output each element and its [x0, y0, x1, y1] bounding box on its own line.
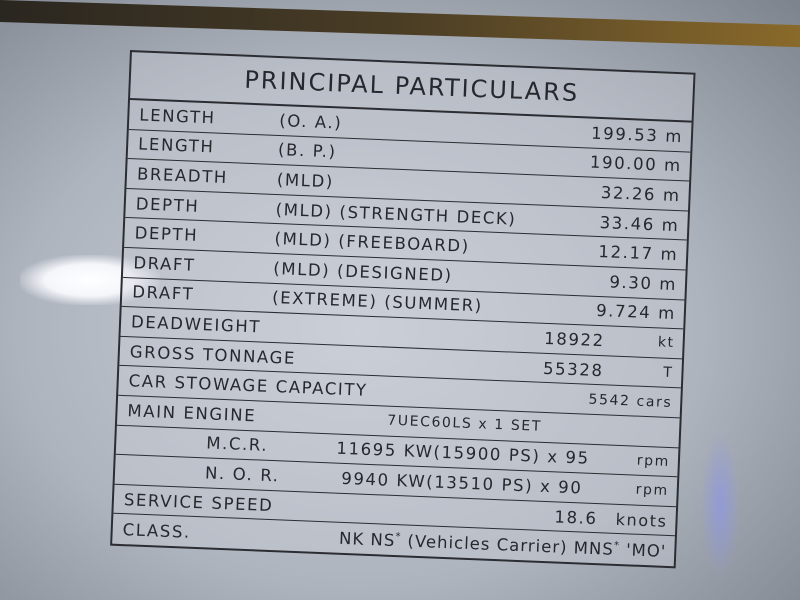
row-label: DRAFT [131, 282, 195, 305]
row-label: LENGTH [139, 105, 216, 128]
row-value: 9.30 m [609, 272, 678, 294]
row-unit: rpm [636, 452, 671, 470]
row-label: N. O. R. [204, 463, 280, 486]
class-sup: * [613, 539, 621, 552]
frame-top [0, 0, 800, 48]
row-label: M.C.R. [205, 433, 269, 456]
class-part: (Vehicles Carrier) MNS [407, 531, 615, 559]
row-value: 7UEC60LS x 1 SET [387, 412, 543, 436]
row-unit: knots [615, 509, 668, 531]
row-label: DEPTH [135, 193, 200, 216]
row-label: DRAFT [133, 253, 196, 275]
row-label: LENGTH [137, 134, 215, 157]
row-value: 32.26 m [600, 183, 681, 206]
blue-reflection [700, 430, 740, 580]
row-unit: T [663, 364, 674, 382]
light-glare [20, 255, 160, 305]
row-value: 18.6 [554, 506, 598, 528]
row-label: CLASS. [122, 519, 192, 542]
class-part: NK NS [338, 528, 396, 550]
class-part: 'MO' [625, 539, 667, 561]
row-value: 33.46 m [599, 212, 680, 235]
particulars-plaque: PRINCIPAL PARTICULARS LENGTH (O. A.) 199.5… [110, 50, 696, 569]
row-label: DEPTH [134, 223, 199, 246]
row-value: 5542 cars [588, 391, 673, 411]
row-value: 9.724 m [595, 301, 677, 324]
row-value: 55328 [542, 358, 604, 380]
row-value: 199.53 m [590, 123, 684, 147]
row-label: BREADTH [136, 164, 229, 188]
class-sup: * [395, 531, 402, 543]
row-unit: rpm [635, 482, 670, 500]
row-value: 12.17 m [598, 242, 679, 265]
row-value: 190.00 m [589, 152, 683, 176]
row-label: MAIN ENGINE [127, 400, 257, 426]
row-unit: kt [657, 334, 675, 352]
row-value: 18922 [543, 328, 606, 351]
